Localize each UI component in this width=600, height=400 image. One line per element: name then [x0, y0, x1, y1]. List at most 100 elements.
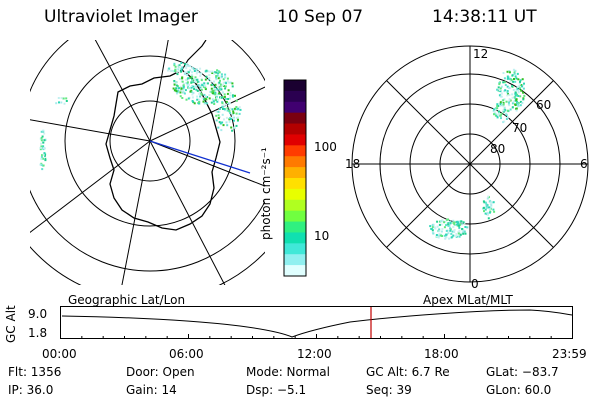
info-glat: GLat: −83.7: [486, 365, 559, 379]
aurora-dot: [201, 82, 203, 85]
aurora-dot: [223, 95, 226, 98]
aurora-dot: [186, 82, 189, 85]
aurora-dot: [204, 88, 207, 90]
aurora-dot: [508, 99, 511, 102]
aurora-dot: [507, 93, 509, 95]
aurora-dot: [522, 98, 525, 101]
aurora-dot: [193, 80, 196, 83]
aurora-dot: [513, 71, 516, 74]
aurora-dot: [200, 77, 203, 80]
aurora-dot: [488, 208, 491, 211]
aurora-dot: [195, 85, 198, 88]
aurora-dot: [191, 71, 194, 74]
aurora-dot: [217, 72, 220, 75]
aurora-dot: [520, 89, 523, 92]
aurora-dot: [174, 68, 177, 71]
aurora-dot: [452, 219, 455, 222]
aurora-dot: [236, 119, 239, 122]
aurora-dot: [175, 84, 178, 87]
aurora-dot: [485, 205, 488, 208]
geo-meridian: [94, 40, 151, 142]
aurora-dot: [178, 64, 181, 67]
aurora-dot: [225, 100, 228, 103]
aurora-dot: [497, 113, 500, 116]
aurora-dot: [225, 103, 228, 106]
aurora-dot: [503, 77, 506, 80]
geo-meridian: [149, 40, 169, 142]
aurora-dot: [182, 82, 185, 85]
mag-aurora-dots: [429, 68, 526, 240]
colorbar-band: [284, 199, 306, 212]
aurora-dot: [461, 231, 464, 234]
aurora-dot: [223, 76, 226, 79]
aurora-dot: [204, 86, 207, 89]
aurora-dot: [177, 68, 180, 71]
aurora-dot: [486, 212, 489, 215]
aurora-dot: [218, 81, 221, 84]
aurora-dot: [221, 121, 224, 124]
aurora-dot: [201, 84, 204, 87]
aurora-dot: [184, 78, 187, 81]
observation-date: 10 Sep 07: [277, 7, 364, 27]
aurora-dot: [455, 233, 458, 235]
aurora-dot: [185, 62, 188, 65]
aurora-dot: [218, 121, 221, 124]
mlt-diagonal: [386, 80, 554, 248]
aurora-dot: [185, 98, 188, 101]
aurora-dot: [231, 113, 234, 116]
aurora-dot: [227, 98, 230, 100]
aurora-dot: [464, 232, 467, 235]
aurora-dot: [62, 97, 65, 100]
aurora-dot: [464, 226, 467, 228]
aurora-dot: [457, 222, 460, 225]
aurora-dot: [429, 225, 432, 228]
aurora-dot: [512, 89, 515, 91]
aurora-dot: [434, 227, 437, 230]
aurora-dot: [228, 117, 231, 120]
aurora-dot: [198, 92, 201, 95]
aurora-dot: [44, 157, 47, 160]
aurora-dot: [514, 91, 517, 94]
timeline-ytick-max: 9.0: [28, 307, 48, 321]
aurora-dot: [200, 72, 203, 75]
aurora-dot: [447, 232, 450, 235]
aurora-dot: [188, 87, 191, 90]
aurora-dot: [517, 105, 520, 108]
aurora-dot: [40, 142, 42, 145]
aurora-dot: [206, 82, 209, 85]
aurora-dot: [196, 70, 198, 73]
aurora-dot: [180, 62, 183, 64]
aurora-dot: [504, 84, 507, 86]
aurora-dot: [456, 223, 458, 226]
aurora-dot: [502, 109, 505, 112]
aurora-dot: [214, 98, 217, 101]
aurora-dot: [449, 227, 452, 230]
aurora-dot: [43, 147, 45, 150]
aurora-dot: [191, 93, 194, 96]
aurora-dot: [204, 70, 207, 73]
aurora-dot: [227, 102, 230, 105]
geo-meridian: [30, 140, 151, 234]
aurora-dot: [181, 66, 184, 69]
aurora-dot: [218, 88, 221, 91]
info-glon: GLon: 60.0: [486, 383, 552, 397]
aurora-dot: [190, 81, 193, 84]
aurora-dot: [447, 224, 450, 227]
aurora-dot: [43, 152, 46, 155]
aurora-dot: [452, 221, 455, 224]
aurora-dot: [40, 155, 43, 158]
aurora-dot: [223, 118, 225, 121]
aurora-dot: [213, 71, 216, 74]
aurora-dot: [452, 234, 455, 237]
aurora-dot: [230, 118, 232, 120]
aurora-dot: [435, 234, 438, 236]
colorbar-band: [284, 145, 306, 157]
aurora-dot: [515, 77, 518, 80]
aurora-dot: [215, 114, 218, 117]
aurora-dot: [42, 129, 45, 132]
aurora-dot: [226, 92, 229, 95]
aurora-dot: [238, 112, 241, 115]
aurora-dot: [508, 76, 511, 79]
aurora-dot: [232, 112, 235, 114]
aurora-dot: [43, 132, 46, 135]
